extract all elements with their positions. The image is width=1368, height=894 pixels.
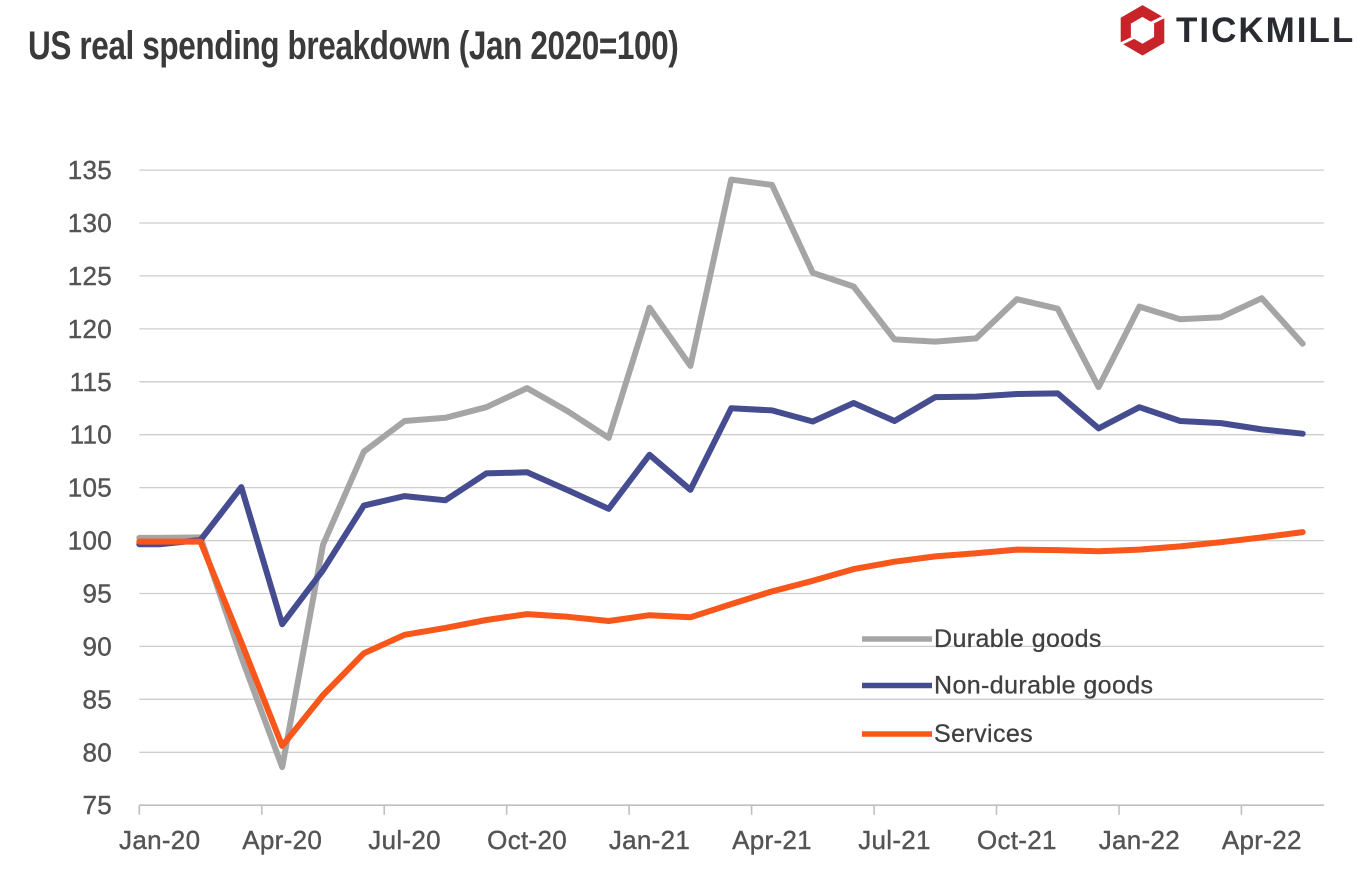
svg-text:Oct-21: Oct-21 [977,825,1057,855]
svg-text:130: 130 [68,208,112,238]
svg-text:Jul-20: Jul-20 [368,825,441,855]
svg-text:125: 125 [68,261,112,291]
svg-text:85: 85 [82,684,112,714]
svg-text:135: 135 [68,155,112,185]
svg-text:Non-durable goods: Non-durable goods [934,672,1153,700]
svg-text:Oct-20: Oct-20 [487,825,567,855]
svg-text:Durable goods: Durable goods [934,625,1102,653]
svg-text:105: 105 [68,473,112,503]
svg-text:Jan-20: Jan-20 [119,825,200,855]
svg-text:80: 80 [82,737,112,767]
svg-text:Apr-22: Apr-22 [1222,825,1302,855]
svg-text:90: 90 [82,631,112,661]
svg-text:120: 120 [68,314,112,344]
svg-text:Jan-21: Jan-21 [609,825,690,855]
svg-text:Jul-21: Jul-21 [858,825,931,855]
svg-text:Services: Services [934,720,1033,748]
svg-text:95: 95 [82,579,112,609]
svg-text:100: 100 [68,526,112,556]
svg-text:Apr-20: Apr-20 [242,825,322,855]
svg-text:Jan-22: Jan-22 [1099,825,1180,855]
svg-text:115: 115 [70,367,112,397]
svg-text:75: 75 [82,790,112,820]
svg-text:Apr-21: Apr-21 [732,825,812,855]
svg-text:110: 110 [70,420,112,450]
